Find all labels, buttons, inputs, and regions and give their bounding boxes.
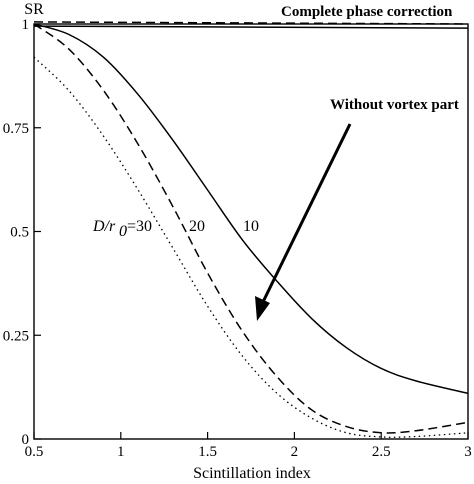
y-tick-label: 0.5 (10, 225, 29, 241)
series-line-5 (33, 21, 469, 25)
series-line-4 (33, 25, 469, 29)
x-axis-label: Scintillation index (193, 465, 311, 482)
x-tick-label: 2.5 (372, 444, 391, 460)
curve-label-10: 10 (243, 218, 259, 235)
x-tick-label: 1.5 (198, 444, 217, 460)
series-line-3 (33, 56, 469, 438)
x-tick-label: 1 (117, 444, 125, 460)
annotation-arrow (255, 123, 352, 321)
series-line-2 (33, 23, 469, 434)
y-axis-label: SR (24, 1, 44, 18)
y-tick-label: 1 (22, 17, 30, 33)
arrow-head (255, 296, 270, 321)
annotation-complete-phase-correction: Complete phase correction (281, 4, 453, 20)
y-axis-ticks: 0 0.25 0.5 0.75 1 (3, 17, 41, 448)
y-tick-label: 0.25 (3, 328, 29, 344)
annotation-without-vortex-part: Without vortex part (330, 97, 459, 113)
series-line-1 (33, 23, 469, 395)
x-axis-ticks: 0.5 1 1.5 2 2.5 3 (25, 432, 472, 460)
x-tick-label: 0.5 (25, 444, 44, 460)
d-over-r0-value-30: =30 (127, 218, 152, 235)
y-tick-label: 0 (22, 432, 30, 448)
d-over-r0-subscript: 0 (119, 223, 127, 240)
d-over-r0-prefix: D/r (92, 218, 116, 235)
y-tick-label: 0.75 (3, 121, 29, 137)
curve-label-20: 20 (189, 218, 205, 235)
series-layer (33, 21, 469, 438)
arrow-shaft (260, 123, 352, 305)
x-tick-label: 3 (464, 444, 472, 460)
d-over-r0-label: D/r 0 =30 (92, 218, 152, 240)
x-tick-label: 2 (291, 444, 299, 460)
